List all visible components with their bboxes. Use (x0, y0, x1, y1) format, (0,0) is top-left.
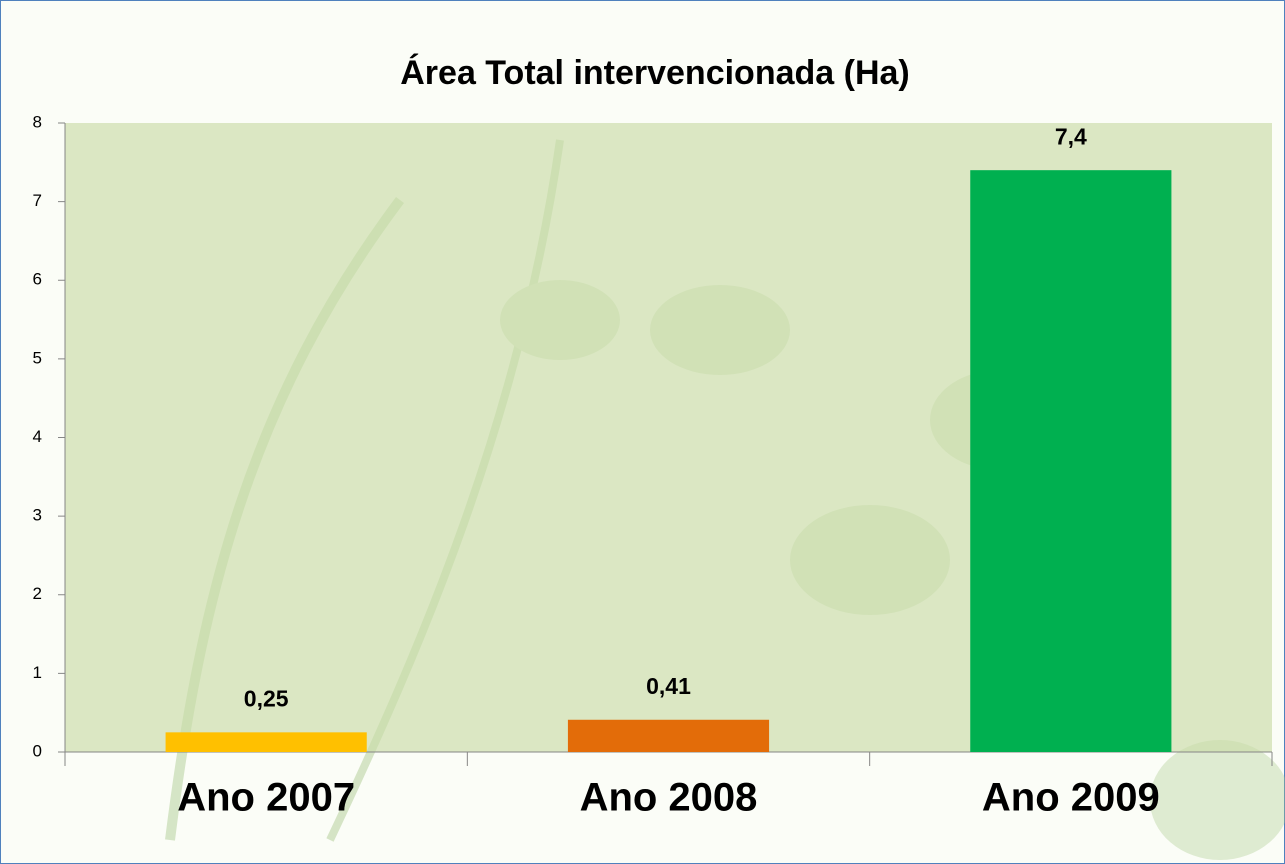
y-tick-label: 5 (33, 348, 42, 367)
y-tick-label: 1 (33, 663, 42, 682)
bar (970, 170, 1172, 753)
y-tick-label: 8 (33, 112, 42, 131)
y-tick-label: 7 (33, 191, 42, 210)
y-tick-label: 0 (33, 741, 42, 760)
y-tick-label: 4 (33, 427, 42, 446)
value-label: 0,41 (646, 673, 691, 699)
value-label: 7,4 (1055, 123, 1087, 149)
bar (165, 732, 367, 752)
y-tick-label: 2 (33, 584, 42, 603)
y-tick-label: 3 (33, 506, 42, 525)
x-tick-label: Ano 2007 (177, 776, 355, 820)
x-tick-label: Ano 2008 (580, 776, 758, 820)
y-tick-label: 6 (33, 270, 42, 289)
value-label: 0,25 (244, 685, 289, 711)
chart-title: Área Total intervencionada (Ha) (400, 54, 910, 92)
bar (567, 719, 770, 752)
x-tick-label: Ano 2009 (982, 776, 1160, 820)
